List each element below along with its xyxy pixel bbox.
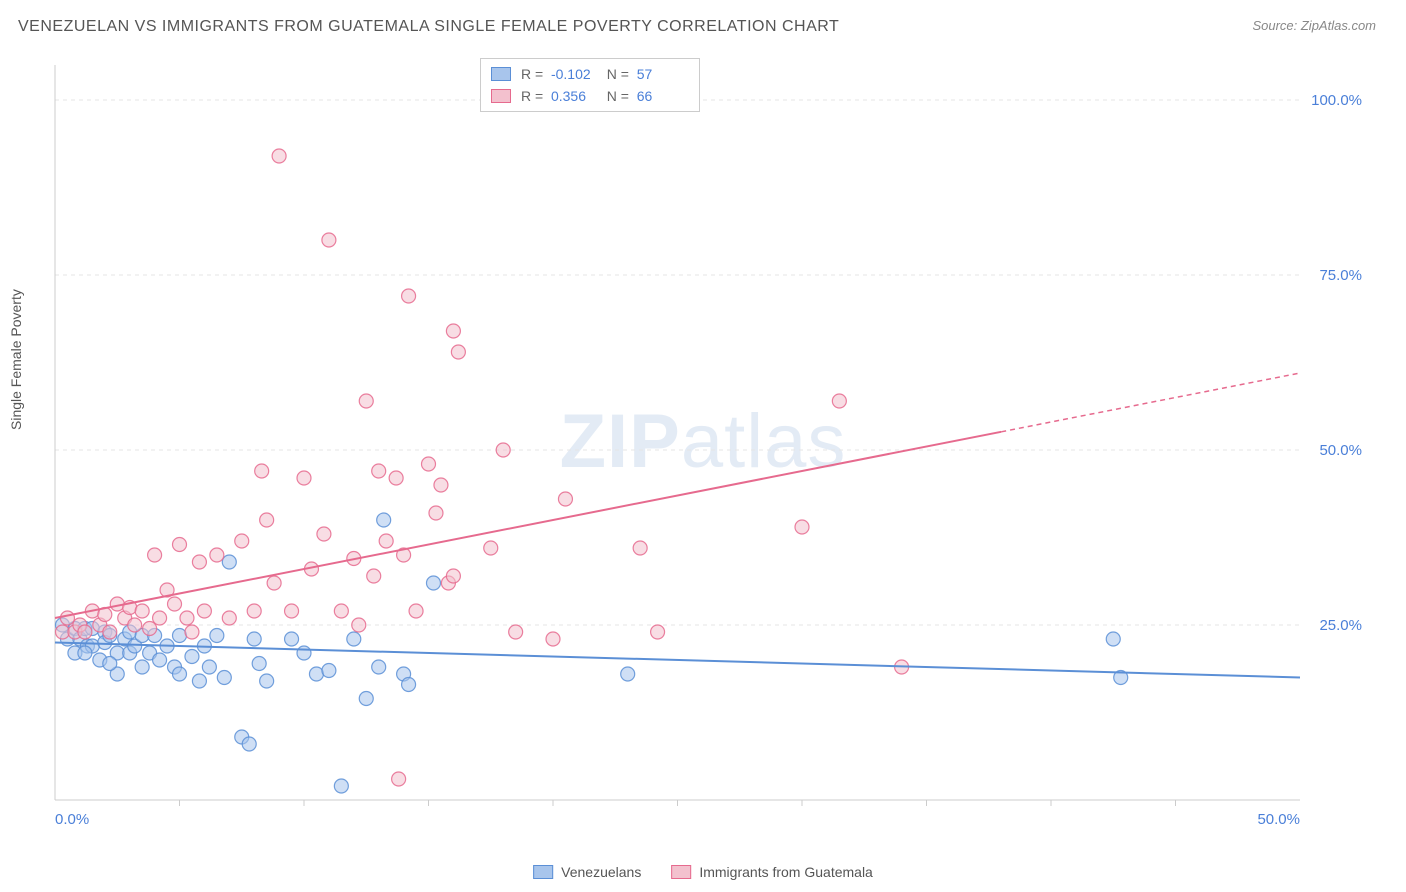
legend-label-2: Immigrants from Guatemala <box>699 864 873 880</box>
source-attribution: Source: ZipAtlas.com <box>1252 18 1376 33</box>
r-value-1: -0.102 <box>551 66 599 82</box>
n-value-2: 66 <box>637 88 685 104</box>
svg-text:50.0%: 50.0% <box>1319 442 1362 459</box>
legend-swatch-pink <box>671 865 691 879</box>
legend-swatch-blue <box>533 865 553 879</box>
legend-row-venezuelans: R = -0.102 N = 57 <box>491 63 685 85</box>
plot-svg: 25.0% 50.0% 75.0% 100.0% 0.0% 50.0% <box>50 60 1370 830</box>
scatter-plot: 25.0% 50.0% 75.0% 100.0% 0.0% 50.0% <box>50 60 1370 830</box>
series-legend: Venezuelans Immigrants from Guatemala <box>533 864 873 880</box>
svg-text:0.0%: 0.0% <box>55 811 89 828</box>
svg-text:75.0%: 75.0% <box>1319 267 1362 284</box>
svg-text:50.0%: 50.0% <box>1257 811 1300 828</box>
svg-text:100.0%: 100.0% <box>1311 92 1362 109</box>
y-axis-label: Single Female Poverty <box>8 289 24 430</box>
legend-item-venezuelans: Venezuelans <box>533 864 641 880</box>
legend-label-1: Venezuelans <box>561 864 641 880</box>
legend-item-guatemala: Immigrants from Guatemala <box>671 864 873 880</box>
legend-swatch-pink <box>491 89 511 103</box>
chart-title: VENEZUELAN VS IMMIGRANTS FROM GUATEMALA … <box>18 18 839 36</box>
n-value-1: 57 <box>637 66 685 82</box>
svg-text:25.0%: 25.0% <box>1319 617 1362 634</box>
legend-row-guatemala: R = 0.356 N = 66 <box>491 85 685 107</box>
legend-swatch-blue <box>491 67 511 81</box>
correlation-legend: R = -0.102 N = 57 R = 0.356 N = 66 <box>480 58 700 112</box>
r-value-2: 0.356 <box>551 88 599 104</box>
